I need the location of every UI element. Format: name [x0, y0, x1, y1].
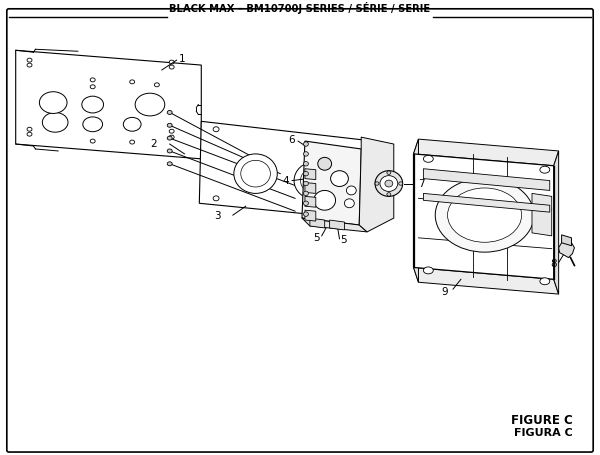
Text: 2: 2 [150, 139, 157, 149]
Text: FIGURA C: FIGURA C [514, 428, 572, 438]
Ellipse shape [346, 186, 356, 195]
Text: BLACK MAX – BM10700J SERIES / SÉRIE / SERIE: BLACK MAX – BM10700J SERIES / SÉRIE / SE… [169, 2, 431, 14]
Ellipse shape [167, 136, 172, 140]
Ellipse shape [169, 60, 174, 64]
Ellipse shape [135, 93, 165, 116]
Ellipse shape [167, 111, 172, 114]
Ellipse shape [387, 171, 391, 174]
Polygon shape [305, 169, 316, 180]
Ellipse shape [169, 135, 174, 139]
Text: 3: 3 [214, 211, 221, 221]
Ellipse shape [399, 182, 403, 185]
Ellipse shape [304, 142, 308, 146]
Ellipse shape [130, 80, 134, 84]
Ellipse shape [385, 180, 393, 187]
Polygon shape [359, 137, 394, 232]
Ellipse shape [331, 171, 349, 187]
Text: 7: 7 [418, 178, 425, 188]
Polygon shape [199, 121, 382, 221]
Polygon shape [16, 50, 201, 159]
Ellipse shape [304, 162, 308, 166]
Polygon shape [413, 154, 554, 279]
Ellipse shape [301, 168, 329, 193]
Text: FIGURE C: FIGURE C [511, 414, 572, 427]
Ellipse shape [540, 166, 550, 173]
Ellipse shape [130, 140, 134, 144]
Ellipse shape [27, 58, 32, 62]
Polygon shape [329, 220, 344, 230]
Ellipse shape [304, 212, 308, 217]
Polygon shape [559, 240, 574, 258]
Polygon shape [562, 235, 571, 246]
Ellipse shape [304, 181, 308, 186]
Ellipse shape [40, 92, 67, 113]
Ellipse shape [294, 162, 335, 199]
Ellipse shape [540, 278, 550, 285]
Ellipse shape [375, 171, 403, 197]
Ellipse shape [387, 192, 391, 196]
Ellipse shape [448, 188, 521, 242]
Ellipse shape [82, 96, 104, 113]
Ellipse shape [169, 129, 174, 133]
Ellipse shape [90, 78, 95, 82]
Ellipse shape [83, 117, 103, 131]
Ellipse shape [318, 157, 332, 170]
Polygon shape [424, 169, 550, 191]
Ellipse shape [375, 182, 379, 185]
Ellipse shape [43, 112, 68, 132]
Ellipse shape [304, 172, 308, 176]
Ellipse shape [314, 191, 335, 210]
Polygon shape [302, 141, 361, 225]
Ellipse shape [340, 171, 374, 202]
Polygon shape [305, 182, 316, 193]
Text: 4: 4 [283, 176, 289, 186]
Polygon shape [305, 210, 316, 221]
Text: 8: 8 [550, 259, 557, 269]
Ellipse shape [167, 162, 172, 166]
Ellipse shape [27, 63, 32, 67]
Ellipse shape [344, 199, 354, 208]
Ellipse shape [234, 154, 277, 193]
Polygon shape [413, 268, 559, 294]
Text: 5: 5 [313, 233, 320, 243]
Ellipse shape [435, 178, 534, 252]
Ellipse shape [304, 201, 308, 206]
Polygon shape [532, 193, 552, 236]
Ellipse shape [304, 191, 308, 196]
Ellipse shape [90, 139, 95, 143]
Text: 9: 9 [442, 287, 448, 297]
Ellipse shape [123, 117, 141, 131]
Ellipse shape [241, 160, 271, 187]
Ellipse shape [167, 149, 172, 153]
Ellipse shape [304, 152, 308, 156]
Ellipse shape [362, 170, 386, 192]
Text: 6: 6 [289, 135, 295, 145]
Polygon shape [413, 139, 418, 282]
Ellipse shape [154, 83, 160, 87]
Ellipse shape [424, 156, 433, 162]
Ellipse shape [380, 176, 398, 192]
Polygon shape [413, 139, 559, 166]
Text: 1: 1 [179, 54, 185, 64]
Polygon shape [302, 218, 367, 232]
Text: 5: 5 [340, 235, 347, 245]
Polygon shape [554, 151, 559, 294]
Ellipse shape [27, 127, 32, 131]
Ellipse shape [27, 132, 32, 136]
Ellipse shape [424, 267, 433, 274]
Polygon shape [424, 193, 550, 212]
Ellipse shape [167, 123, 172, 127]
Polygon shape [305, 197, 316, 207]
Polygon shape [310, 218, 325, 228]
Ellipse shape [169, 65, 174, 69]
Ellipse shape [90, 85, 95, 89]
